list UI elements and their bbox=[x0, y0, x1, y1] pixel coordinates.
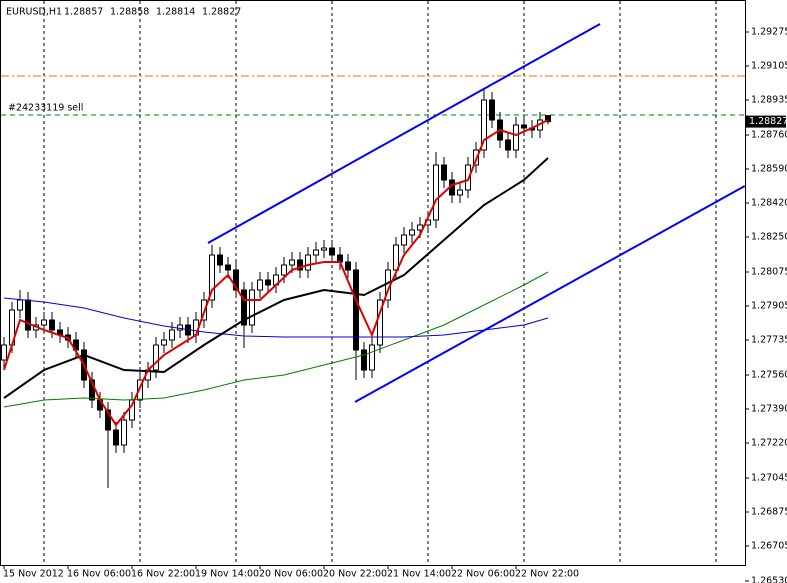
x-tick-label: 22 Nov 06:00 bbox=[451, 569, 515, 580]
candle-body bbox=[481, 99, 487, 151]
candle-body bbox=[457, 189, 463, 196]
y-tick-label: 1.27905 bbox=[751, 301, 787, 312]
candle-body bbox=[265, 279, 271, 286]
moving-average bbox=[3, 157, 549, 399]
candle-body bbox=[337, 254, 343, 263]
moving-average bbox=[3, 271, 549, 408]
y-tick-label: 1.28935 bbox=[751, 95, 787, 106]
candle-body bbox=[113, 429, 119, 446]
x-tick-label: 16 Nov 06:00 bbox=[67, 569, 131, 580]
candle-body bbox=[169, 329, 175, 341]
candle-body bbox=[233, 269, 239, 291]
candle-body bbox=[41, 319, 47, 326]
candle-body bbox=[353, 269, 359, 351]
candle-body bbox=[241, 289, 247, 326]
x-tick-label: 19 Nov 14:00 bbox=[195, 569, 259, 580]
candle-body bbox=[177, 324, 183, 331]
candle-body bbox=[369, 344, 375, 371]
y-tick-label: 1.28420 bbox=[751, 198, 787, 209]
candle-body bbox=[281, 264, 287, 276]
y-tick-label: 1.28250 bbox=[751, 232, 787, 243]
candle-body bbox=[305, 254, 311, 271]
candle-body bbox=[121, 419, 127, 446]
candle-body bbox=[105, 409, 111, 431]
candle-body bbox=[161, 339, 167, 346]
moving-average bbox=[3, 297, 549, 338]
candle-body bbox=[513, 124, 519, 151]
candle-body bbox=[1, 344, 7, 361]
candle-body bbox=[289, 259, 295, 266]
x-tick-label: 20 Nov 22:00 bbox=[323, 569, 387, 580]
title-bar: EURUSD,H1 1.28857 1.28858 1.28814 1.2882… bbox=[6, 7, 241, 18]
candle-body bbox=[441, 164, 447, 181]
candle-body bbox=[49, 319, 55, 331]
x-tick-label: 22 Nov 22:00 bbox=[515, 569, 579, 580]
chart-title: EURUSD,H1 bbox=[6, 7, 62, 18]
y-tick-label: 1.27220 bbox=[751, 438, 787, 449]
candle-body bbox=[225, 264, 231, 271]
y-tick-label: 1.27560 bbox=[751, 370, 787, 381]
candle-body bbox=[401, 234, 407, 246]
y-tick-label: 1.28760 bbox=[751, 130, 787, 141]
level-label: #24233119 sell bbox=[8, 103, 83, 114]
trend-line bbox=[207, 23, 601, 244]
candle-body bbox=[321, 247, 327, 251]
candle-body bbox=[25, 299, 31, 331]
plot-frame bbox=[0, 0, 746, 566]
candle-body bbox=[257, 279, 263, 291]
price-tag-label: 1.28827 bbox=[749, 116, 787, 127]
candle-body bbox=[137, 379, 143, 401]
x-tick-label: 16 Nov 22:00 bbox=[131, 569, 195, 580]
candle-body bbox=[217, 254, 223, 266]
x-tick-label: 20 Nov 06:00 bbox=[259, 569, 323, 580]
trend-line bbox=[354, 185, 746, 403]
title-low: 1.28814 bbox=[156, 7, 195, 18]
candle-body bbox=[521, 124, 527, 129]
candle-body bbox=[489, 99, 495, 121]
candle-body bbox=[249, 289, 255, 326]
y-tick-label: 1.27390 bbox=[751, 404, 787, 415]
x-tick-label: 15 Nov 2012 bbox=[3, 569, 64, 580]
candle-body bbox=[153, 344, 159, 371]
moving-average bbox=[3, 119, 549, 427]
candle-body bbox=[209, 254, 215, 301]
y-tick-label: 1.27735 bbox=[751, 335, 787, 346]
candle-body bbox=[313, 249, 319, 256]
y-tick-label: 1.28075 bbox=[751, 267, 787, 278]
price-tag bbox=[746, 115, 786, 128]
candle-body bbox=[393, 244, 399, 271]
candle-body bbox=[409, 229, 415, 236]
y-tick-label: 1.29275 bbox=[751, 27, 787, 38]
y-tick-label: 1.26875 bbox=[751, 507, 787, 518]
y-tick-label: 1.29105 bbox=[751, 61, 787, 72]
candle-body bbox=[297, 259, 303, 271]
candle-body bbox=[17, 299, 23, 311]
candle-body bbox=[329, 247, 335, 256]
y-tick-label: 1.26705 bbox=[751, 541, 787, 552]
candle-body bbox=[545, 115, 551, 123]
candle-body bbox=[345, 261, 351, 271]
title-open: 1.28857 bbox=[64, 7, 103, 18]
x-tick-label: 21 Nov 14:00 bbox=[387, 569, 451, 580]
y-tick-label: 1.27045 bbox=[751, 473, 787, 484]
y-tick-label: 1.28590 bbox=[751, 164, 787, 175]
y-tick-label: 1.26530 bbox=[751, 576, 787, 583]
candle-body bbox=[361, 349, 367, 371]
title-high: 1.28858 bbox=[110, 7, 149, 18]
candle-body bbox=[505, 139, 511, 151]
title-close: 1.28827 bbox=[202, 7, 241, 18]
candle-body bbox=[433, 164, 439, 221]
